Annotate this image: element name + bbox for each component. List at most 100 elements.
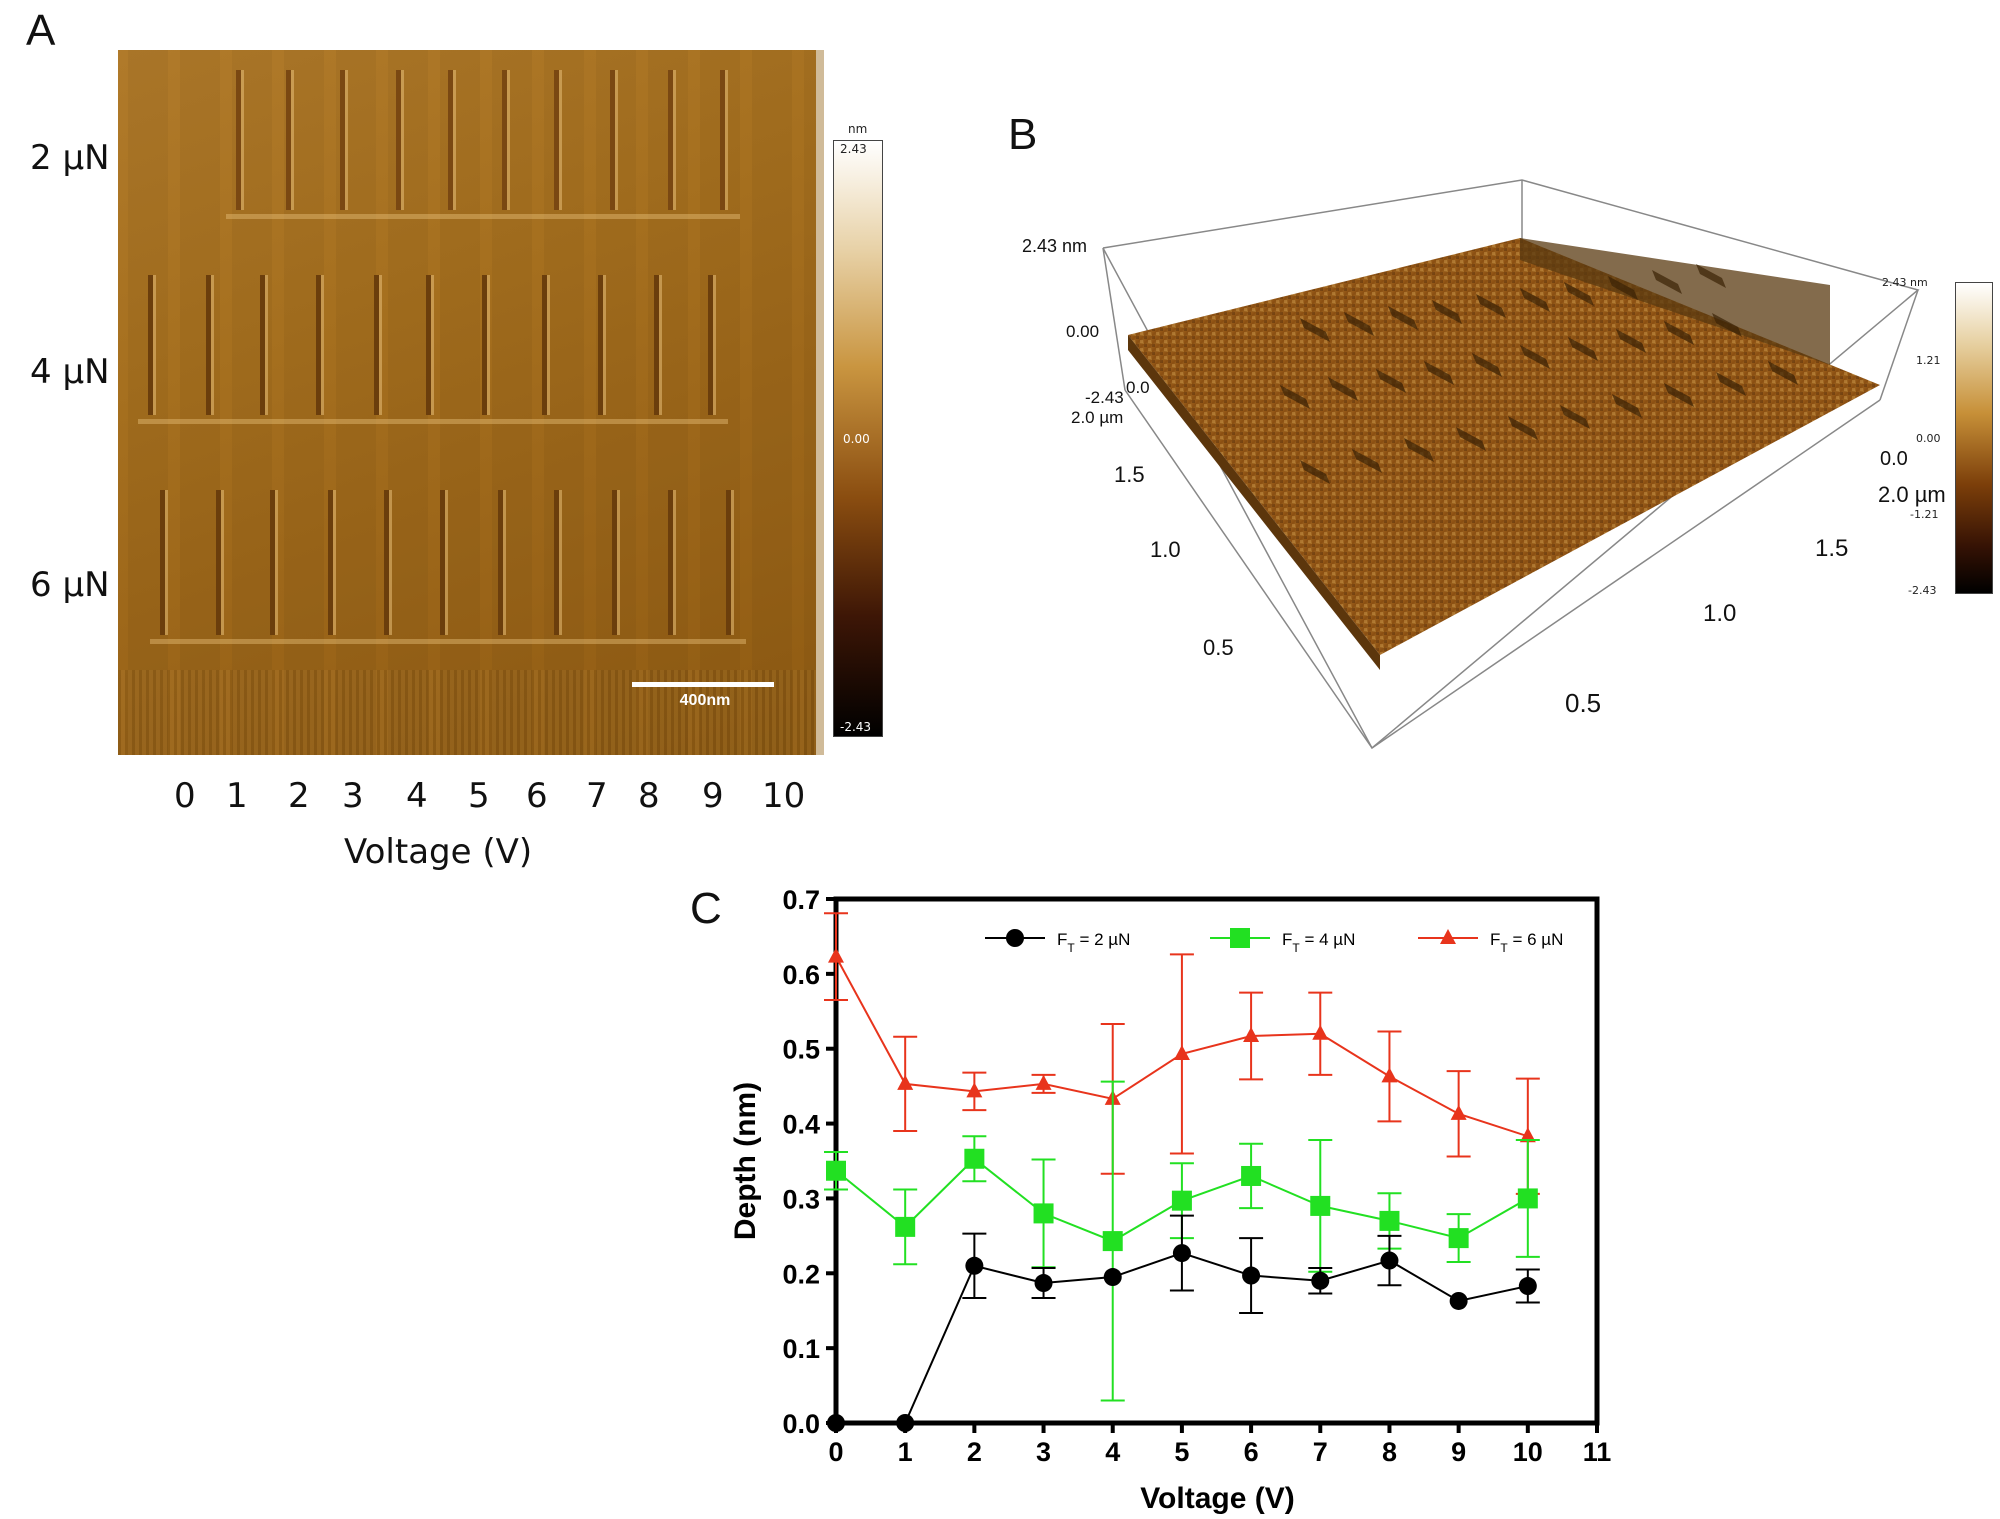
data-point	[1311, 1271, 1330, 1290]
y-axis-label-05: 0.5	[1203, 635, 1234, 660]
panel-a-x-tick: 2	[288, 776, 310, 816]
data-point	[896, 1414, 915, 1432]
colorbar-b	[1955, 282, 1993, 594]
y-axis-label: Depth (nm)	[729, 1082, 762, 1240]
surface-trench	[1612, 394, 1642, 418]
data-point	[1379, 1210, 1400, 1231]
trench-row-baseline	[226, 214, 740, 219]
z-label-low: -2.43	[1085, 388, 1124, 407]
data-point	[1381, 1067, 1398, 1083]
y-tick-label: 0.0	[782, 1409, 820, 1439]
indent-trench	[542, 275, 547, 415]
indent-trench	[612, 490, 617, 635]
surface-trench	[1696, 264, 1726, 288]
surface-trench	[1520, 345, 1550, 369]
indent-trench	[502, 70, 507, 210]
surface-ridge	[1520, 238, 1830, 365]
image-edge	[816, 50, 824, 755]
indent-trench	[206, 275, 211, 415]
surface-trench	[1564, 282, 1594, 306]
x-tick-label: 6	[1244, 1437, 1259, 1467]
panel-a-x-tick: 8	[638, 776, 660, 816]
indent-trench	[328, 490, 333, 635]
indent-trench	[708, 275, 713, 415]
surface-trench	[1432, 300, 1462, 324]
x-tick-label: 4	[1105, 1437, 1120, 1467]
texture-streak	[804, 50, 824, 755]
colorbar-b-top: 2.43 nm	[1882, 276, 1928, 289]
indent-trench	[160, 490, 165, 635]
box-edge-left	[1102, 247, 1126, 391]
colorbar-b-t3: 0.00	[1916, 432, 1941, 445]
x-tick-label: 8	[1382, 1437, 1397, 1467]
x-tick-label: 9	[1451, 1437, 1466, 1467]
surface-trench	[1376, 369, 1406, 393]
panel-a-x-label: Voltage (V)	[344, 832, 533, 872]
data-point	[1034, 1274, 1053, 1293]
colorbar-a-mid: 0.00	[843, 432, 870, 446]
scale-bar-label: 400nm	[679, 692, 731, 709]
data-point	[1033, 1203, 1054, 1224]
data-point	[1230, 928, 1250, 948]
data-point	[1380, 1251, 1399, 1270]
data-point	[965, 1256, 984, 1275]
colorbar-a	[833, 140, 883, 737]
trench-row-baseline	[150, 639, 746, 644]
indent-trench	[440, 490, 445, 635]
indent-trench	[316, 275, 321, 415]
indent-trench	[374, 275, 379, 415]
x-tick-label: 2	[967, 1437, 982, 1467]
surface-trench	[1508, 416, 1538, 440]
indent-trench	[148, 275, 153, 415]
indent-trench	[396, 70, 401, 210]
data-point	[966, 1082, 983, 1098]
indent-trench	[554, 490, 559, 635]
colorbar-a-unit: nm	[848, 122, 868, 136]
surface-trench	[1424, 361, 1454, 385]
y-tick-label: 0.3	[782, 1184, 820, 1214]
indent-trench	[668, 70, 673, 210]
data-point	[1440, 929, 1456, 944]
data-point	[1310, 1195, 1331, 1216]
x-axis-label-10: 1.0	[1703, 600, 1737, 627]
indent-trench	[340, 70, 345, 210]
afm-topography-image	[118, 50, 824, 755]
plot-frame	[833, 896, 1600, 1426]
data-point	[1517, 1188, 1538, 1209]
surface-trench	[1664, 321, 1694, 345]
indent-trench	[384, 490, 389, 635]
data-point	[1171, 1190, 1192, 1211]
x-axis-label-20: 2.0 µm	[1878, 482, 1946, 507]
colorbar-b-bottom: -2.43	[1908, 584, 1937, 597]
y-tick-label: 0.5	[782, 1035, 820, 1065]
data-point	[1450, 1104, 1467, 1120]
colorbar-a-max: 2.43	[840, 142, 867, 156]
y-tick-label: 0.2	[782, 1259, 820, 1289]
surface-trench	[1472, 353, 1502, 377]
x-axis-zero: 0.0	[1880, 448, 1908, 470]
panel-a-x-tick: 0	[174, 776, 196, 816]
panel-a-letter: A	[26, 6, 56, 55]
y-axis-label-2: 2.0 µm	[1071, 408, 1124, 427]
surface-trench	[1652, 270, 1682, 294]
x-tick-label: 1	[898, 1437, 913, 1467]
box-edge-rear	[1879, 289, 1919, 401]
row-label-4un: 4 µN	[30, 352, 110, 392]
indent-trench	[270, 490, 275, 635]
indent-trench	[498, 490, 503, 635]
colorbar-b-t4: -1.21	[1910, 508, 1939, 521]
data-point	[1103, 1268, 1122, 1287]
x-tick-label: 5	[1174, 1437, 1189, 1467]
surface-trench	[1712, 313, 1742, 337]
x-tick-label: 0	[828, 1437, 843, 1467]
legend-label: FT = 6 µN	[1490, 930, 1563, 955]
surface-trench	[1300, 318, 1330, 342]
panel-a-x-tick: 5	[468, 776, 490, 816]
surface-trench	[1456, 427, 1486, 451]
scale-bar	[632, 682, 774, 687]
z-label-top: 2.43 nm	[1022, 236, 1088, 256]
x-axis-label: Voltage (V)	[1140, 1482, 1294, 1515]
data-point	[1312, 1024, 1329, 1040]
surface-trench	[1716, 372, 1746, 396]
surface-trench	[1404, 438, 1434, 462]
